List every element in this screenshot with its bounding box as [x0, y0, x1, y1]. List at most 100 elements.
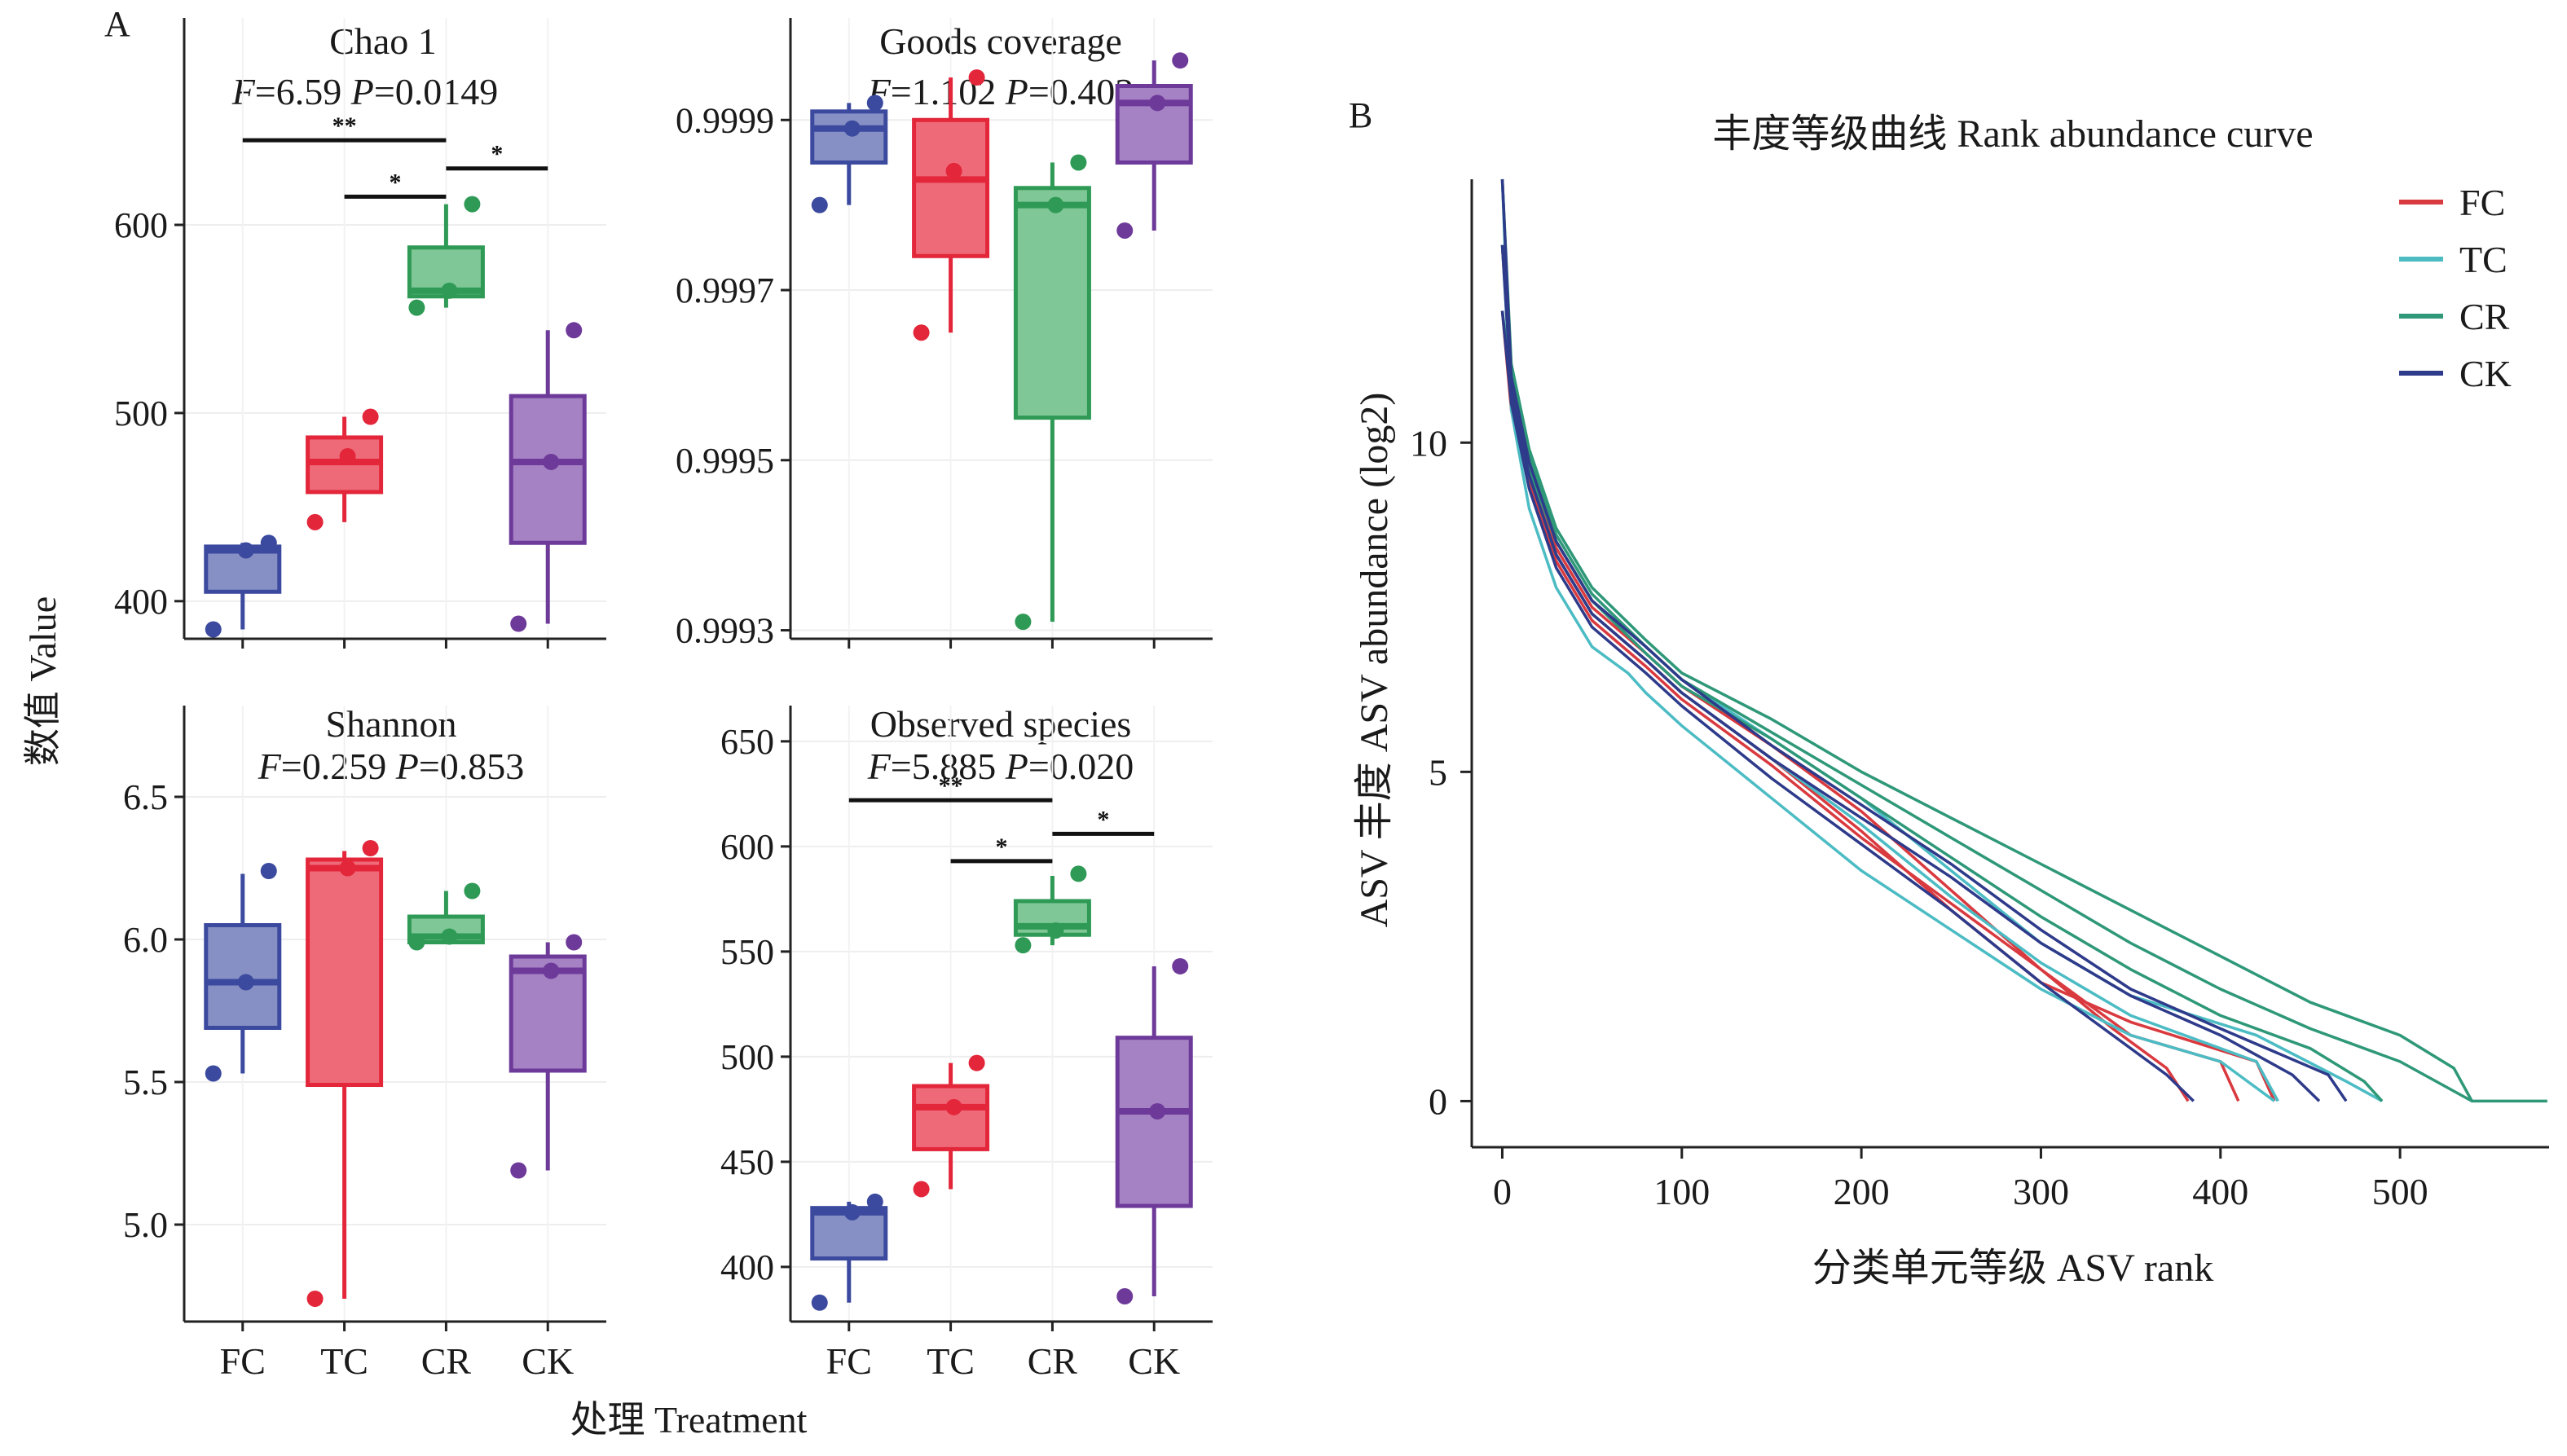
- rank-abundance-chart: 丰度等级曲线 Rank abundance curve 分类单元等级 ASV r…: [1353, 112, 2549, 1290]
- chao1-point: [510, 615, 527, 632]
- observed-species-x-tick-label: FC: [826, 1340, 872, 1382]
- observed-species-point: [945, 1098, 962, 1115]
- chao1-p-value: =0.0149: [374, 71, 498, 112]
- goods-coverage-point: [968, 69, 985, 86]
- observed-species-significance-label: **: [939, 772, 963, 799]
- shannon-boxplot: Shannon F=0.259 P=0.853 5.0 5.5 6.0 6.5 FC TC…: [123, 703, 606, 1382]
- rank-curve-tc: [1500, 178, 2275, 1102]
- chao1-point: [408, 299, 425, 316]
- observed-species-x-tick-label: TC: [927, 1340, 975, 1382]
- observed-species-significance-label: *: [996, 834, 1008, 860]
- shannon-point: [464, 882, 481, 900]
- chao1-point: [464, 196, 481, 213]
- chao1-point: [205, 621, 222, 638]
- legend-label-ck: CK: [2459, 353, 2512, 394]
- chao1-point: [362, 408, 379, 425]
- observed-species-point: [1149, 1102, 1166, 1119]
- chao1-point: [339, 448, 356, 465]
- observed-species-title: Observed species: [870, 703, 1132, 745]
- chao1-y-tick-label: 500: [114, 394, 168, 433]
- shannon-point: [339, 860, 356, 877]
- chao1-y-tick-label: 400: [114, 582, 168, 622]
- goods-coverage-y-tick-label: 0.9997: [676, 271, 774, 310]
- goods-coverage-box: [912, 117, 990, 258]
- observed-species-x-tick-label: CR: [1028, 1340, 1078, 1382]
- rank-curve-ck: [1500, 244, 2321, 1102]
- observed-species-point: [866, 1193, 883, 1210]
- shannon-point: [306, 1291, 324, 1307]
- chao1-point: [306, 513, 324, 530]
- panel-a-x-axis-label: 处理 Treatment: [570, 1399, 808, 1441]
- observed-species-y-tick-label: 500: [720, 1037, 774, 1077]
- rank-chart-title: 丰度等级曲线 Rank abundance curve: [1712, 112, 2313, 156]
- chao1-significance-label: *: [491, 141, 503, 168]
- goods-coverage-point: [1172, 52, 1189, 69]
- observed-species-f-label: F: [867, 746, 892, 787]
- rank-chart-y-tick-label: 5: [1429, 751, 1447, 793]
- observed-species-y-tick-label: 550: [720, 932, 774, 972]
- chao1-significance-label: *: [390, 169, 402, 196]
- observed-species-point: [1015, 937, 1032, 954]
- observed-species-point: [811, 1294, 828, 1311]
- chao1-point: [237, 542, 254, 559]
- shannon-point: [237, 974, 254, 991]
- shannon-x-tick-label: CK: [522, 1340, 574, 1382]
- chao1-title: Chao 1: [329, 20, 437, 62]
- goods-coverage-f-value: =1.102: [891, 71, 1006, 112]
- rank-chart-x-tick-label: 500: [2372, 1171, 2428, 1212]
- goods-coverage-point: [1070, 154, 1087, 171]
- goods-coverage-title: Goods coverage: [879, 20, 1122, 62]
- shannon-point: [510, 1162, 527, 1179]
- goods-coverage-point: [1116, 222, 1134, 239]
- goods-coverage-point: [811, 196, 828, 213]
- shannon-box: [509, 954, 587, 1073]
- goods-coverage-point: [945, 162, 962, 179]
- panel-a-y-axis-label: 数值 Value: [22, 596, 64, 766]
- goods-coverage-point: [1047, 196, 1064, 213]
- chao1-f-value: =6.59: [255, 71, 351, 112]
- observed-species-statistics: F=5.885 P=0.020: [867, 746, 1134, 787]
- goods-coverage-point: [913, 324, 930, 341]
- shannon-y-tick-label: 5.0: [123, 1205, 168, 1245]
- chao1-point: [543, 453, 560, 470]
- observed-species-box: [912, 1084, 990, 1151]
- observed-species-p-value: =0.020: [1028, 746, 1134, 787]
- shannon-point: [566, 934, 583, 951]
- shannon-title: Shannon: [326, 703, 457, 745]
- observed-species-boxplot: Observed species F=5.885 P=0.020 ****400…: [720, 703, 1213, 1382]
- shannon-point: [408, 934, 425, 951]
- goods-coverage-statistics: F=1.102 P=0.403: [867, 71, 1134, 112]
- rank-chart-x-tick-label: 0: [1493, 1171, 1512, 1212]
- goods-coverage-point: [866, 95, 883, 112]
- shannon-point: [543, 962, 560, 979]
- goods-coverage-point: [1149, 95, 1166, 112]
- observed-species-y-tick-label: 600: [720, 827, 774, 867]
- rank-chart-x-axis-label: 分类单元等级 ASV rank: [1812, 1247, 2213, 1290]
- legend-label-tc: TC: [2459, 239, 2508, 280]
- rank-curve-ck: [1500, 178, 2348, 1102]
- rank-chart-x-tick-label: 400: [2192, 1171, 2248, 1212]
- shannon-point: [362, 840, 379, 856]
- shannon-point: [205, 1065, 222, 1082]
- rank-chart-y-tick-label: 10: [1410, 422, 1447, 464]
- observed-species-point: [1047, 922, 1064, 939]
- goods-coverage-y-tick-label: 0.9993: [676, 611, 774, 651]
- shannon-x-tick-label: CR: [421, 1340, 472, 1382]
- chao1-statistics: F=6.59 P=0.0149: [231, 71, 499, 112]
- observed-species-point: [843, 1203, 861, 1221]
- goods-coverage-point: [843, 120, 861, 137]
- observed-species-point: [1116, 1288, 1134, 1305]
- observed-species-point: [968, 1054, 985, 1071]
- observed-species-f-value: =5.885: [891, 746, 1006, 787]
- shannon-p-value: =0.853: [419, 746, 524, 787]
- chao1-significance-label: **: [332, 112, 357, 139]
- goods-coverage-box: [1013, 186, 1091, 420]
- observed-species-p-label: P: [1005, 746, 1028, 787]
- shannon-point: [441, 928, 458, 945]
- shannon-box: [306, 857, 384, 1087]
- observed-species-significance-label: *: [1097, 806, 1109, 833]
- shannon-f-value: =0.259: [281, 746, 396, 787]
